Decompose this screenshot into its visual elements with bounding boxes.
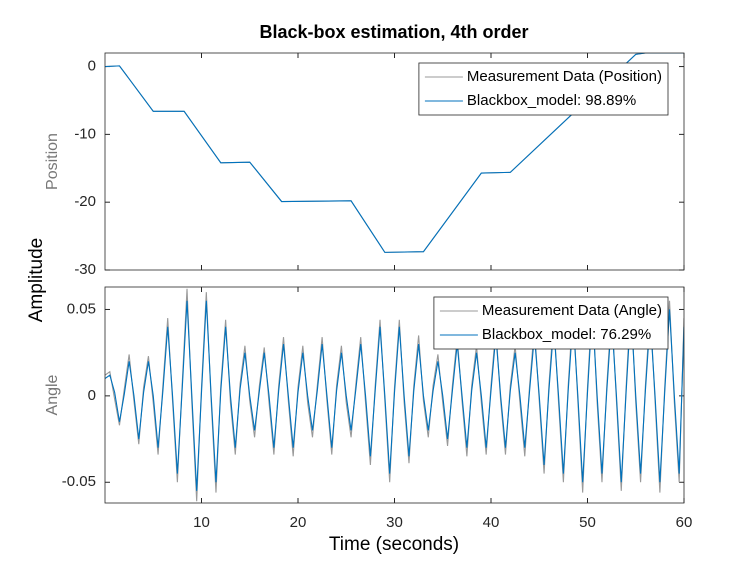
x-tick-label: 10 bbox=[193, 514, 210, 531]
y-tick-label: -20 bbox=[74, 193, 96, 210]
legend-frame bbox=[433, 296, 669, 350]
axes: -0.05 0 0.05 10 20 30 40 50 60 Angle Measurement D… bbox=[44, 286, 693, 531]
axes-frame bbox=[104, 52, 685, 271]
series-line bbox=[105, 300, 684, 491]
axes: -30 -20 -10 0 Position Measurement Data (Posi… bbox=[44, 52, 685, 278]
x-tick-label: 50 bbox=[579, 514, 596, 531]
y-tick-label: 0 bbox=[88, 387, 96, 404]
y-tick-label: -0.05 bbox=[62, 473, 96, 490]
y-tick-label: -10 bbox=[74, 125, 96, 142]
x-tick-label: 60 bbox=[676, 514, 693, 531]
y-tick-label: -30 bbox=[74, 261, 96, 278]
y-axis-label: Angle bbox=[44, 374, 61, 415]
x-tick-label: 20 bbox=[290, 514, 307, 531]
legend-label: Blackbox_model: 76.29% bbox=[482, 326, 651, 343]
axes-frame bbox=[104, 286, 685, 504]
legend: Measurement Data (Angle) Blackbox_model: … bbox=[433, 296, 669, 350]
x-axis-label: Time (seconds) bbox=[329, 534, 459, 555]
x-tick-label: 30 bbox=[386, 514, 403, 531]
y-axis-label: Position bbox=[44, 133, 61, 190]
y-axis-label: Amplitude bbox=[26, 238, 47, 323]
legend-frame bbox=[418, 62, 669, 116]
y-tick-label: 0.05 bbox=[67, 300, 96, 317]
x-tick-label: 40 bbox=[483, 514, 500, 531]
y-tick-label: 0 bbox=[88, 58, 96, 75]
figure-title: Black-box estimation, 4th order bbox=[259, 22, 528, 42]
legend: Measurement Data (Position) Blackbox_mode… bbox=[418, 62, 669, 116]
legend-label: Measurement Data (Angle) bbox=[482, 302, 662, 319]
legend-label: Blackbox_model: 98.89% bbox=[467, 92, 636, 109]
legend-label: Measurement Data (Position) bbox=[467, 68, 662, 85]
